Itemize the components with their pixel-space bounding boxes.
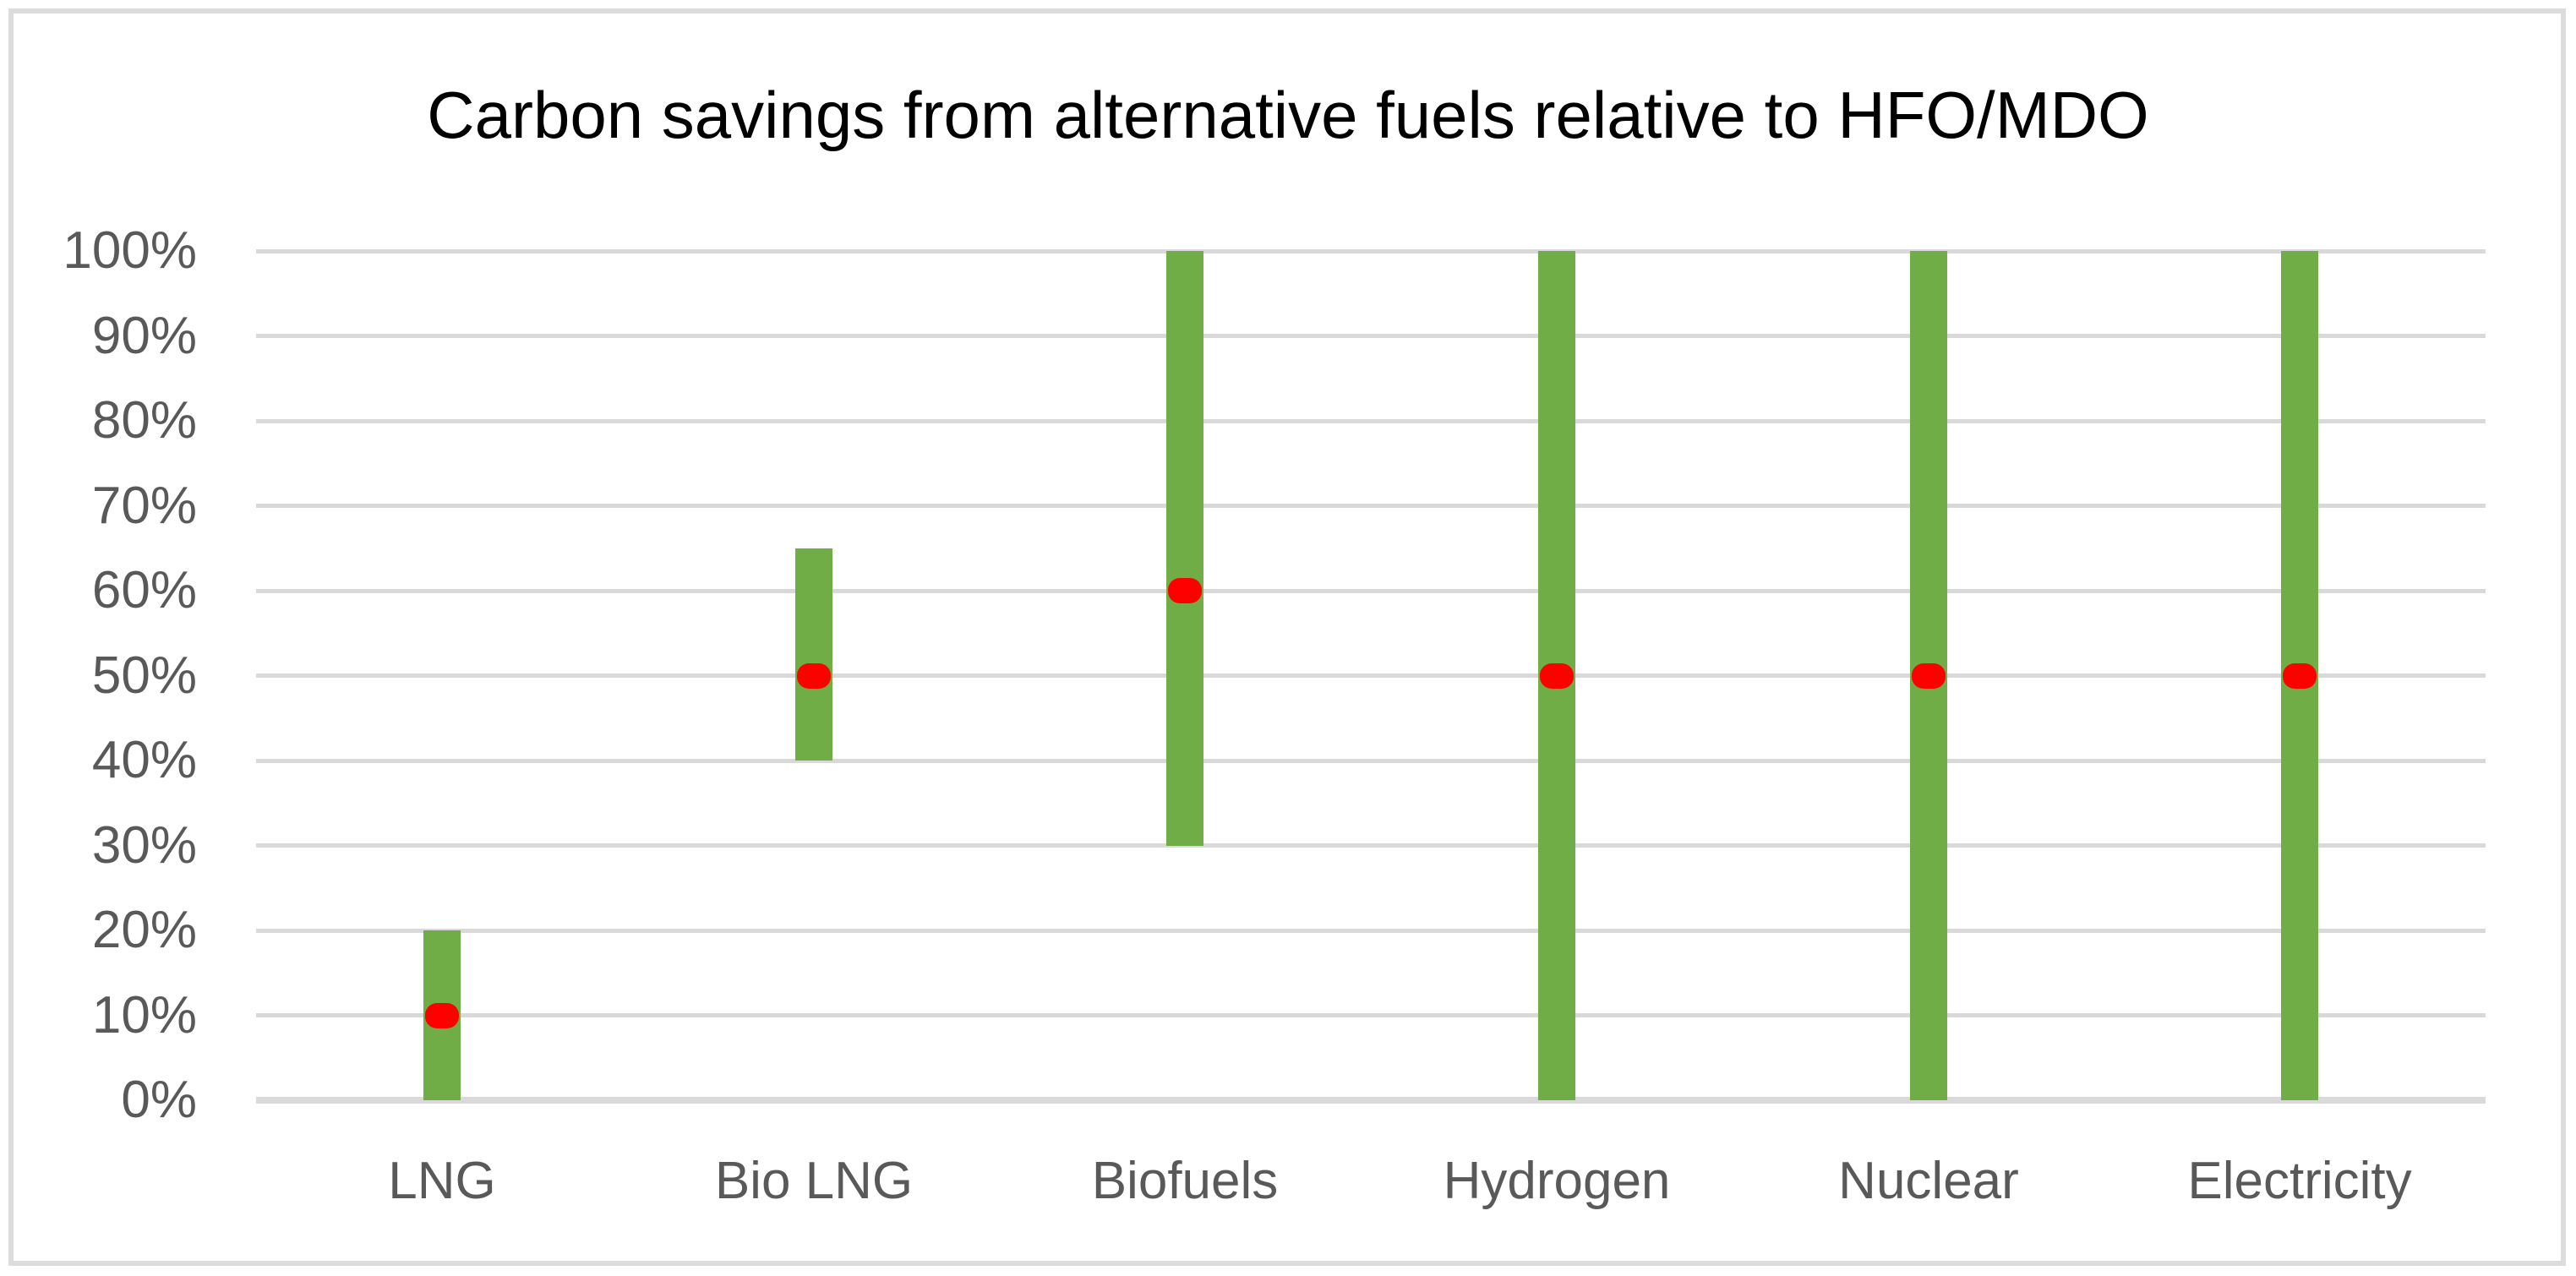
chart-title: Carbon savings from alternative fuels re… [427,78,2149,152]
gridline-20% [256,929,2486,933]
y-axis-tick-label-60%: 60% [91,561,197,619]
marker-dot-Hydrogen [1540,663,1574,689]
chart-frame-border [8,8,2566,1266]
y-axis-tick-label-100%: 100% [63,221,197,280]
x-axis-line [256,1097,2486,1104]
y-axis-tick-label-10%: 10% [91,986,197,1044]
y-axis-tick-label-40%: 40% [91,731,197,789]
y-axis-tick-label-80%: 80% [91,391,197,450]
y-axis-tick-label-20%: 20% [91,901,197,959]
gridline-80% [256,419,2486,423]
marker-dot-Biofuels [1168,578,1202,603]
gridline-60% [256,589,2486,593]
range-bar-Bio LNG [795,548,832,761]
x-axis-category-label-Electricity: Electricity [2187,1152,2412,1210]
gridline-10% [256,1013,2486,1017]
gridline-30% [256,843,2486,848]
y-axis-tick-label-50%: 50% [91,646,197,705]
y-axis-tick-label-0%: 0% [121,1071,197,1129]
gridline-70% [256,504,2486,508]
y-axis-tick-label-70%: 70% [91,477,197,535]
range-bar-Biofuels [1166,251,1203,846]
gridline-100% [256,249,2486,254]
y-axis-tick-label-90%: 90% [91,307,197,365]
x-axis-category-label-Bio LNG: Bio LNG [714,1152,914,1210]
marker-dot-Bio LNG [797,663,831,689]
marker-dot-Electricity [2283,663,2317,689]
marker-dot-LNG [425,1003,459,1028]
marker-dot-Nuclear [1912,663,1946,689]
y-axis-tick-label-30%: 30% [91,816,197,875]
x-axis-category-label-Biofuels: Biofuels [1091,1152,1279,1210]
x-axis-category-label-Nuclear: Nuclear [1838,1152,2019,1210]
x-axis-category-label-LNG: LNG [388,1152,496,1210]
gridline-90% [256,334,2486,338]
gridline-40% [256,759,2486,763]
x-axis-category-label-Hydrogen: Hydrogen [1443,1152,1671,1210]
gridline-50% [256,673,2486,678]
